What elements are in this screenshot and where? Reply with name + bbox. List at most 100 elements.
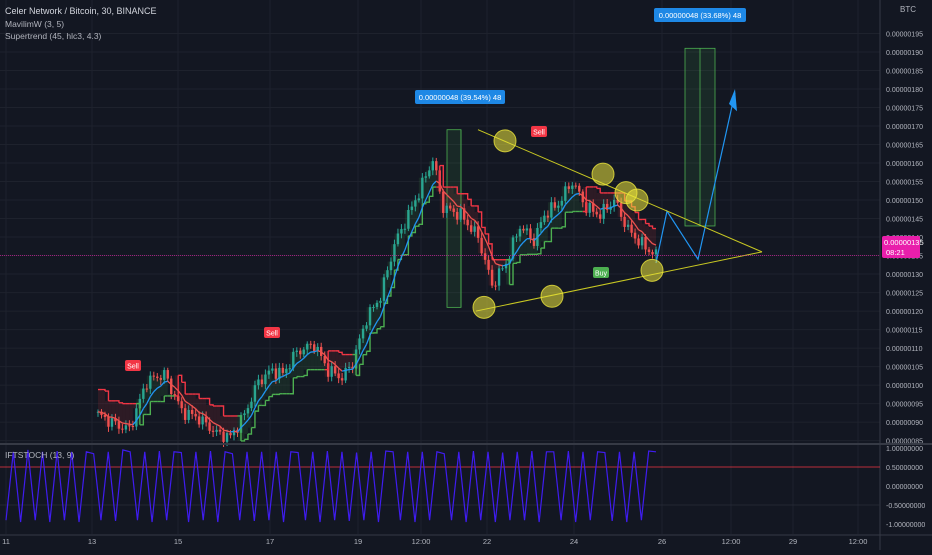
currency-label: BTC xyxy=(900,5,916,14)
supertrend-fill xyxy=(98,390,101,415)
price-tick-label: 0.00000180 xyxy=(886,87,923,94)
supertrend-fill xyxy=(150,377,153,402)
supertrend-fill xyxy=(122,404,125,426)
supertrend-fill xyxy=(157,380,160,402)
supertrend-fill xyxy=(604,193,607,210)
candle-body xyxy=(170,379,172,394)
supertrend-fill xyxy=(108,401,111,418)
candle-body xyxy=(498,268,500,285)
indicator-mavilimw: MavilimW (3, 5) xyxy=(5,19,64,29)
supertrend-fill xyxy=(353,349,356,375)
supertrend-fill xyxy=(503,260,506,264)
supertrend-fill xyxy=(119,404,122,430)
main-pane xyxy=(0,0,880,443)
sell-signal-2[interactable]: Sell xyxy=(264,327,280,338)
price-tick-label: 0.00000195 xyxy=(886,32,923,39)
sell-signal-1[interactable]: Sell xyxy=(125,360,141,371)
supertrend-fill xyxy=(129,404,132,427)
mavilimw-segment xyxy=(272,381,275,382)
candle-body xyxy=(578,186,580,192)
supertrend-fill xyxy=(534,228,537,254)
mavilimw-segment xyxy=(346,369,349,370)
sell-signal-1-text: Sell xyxy=(127,364,139,371)
supertrend-fill xyxy=(283,369,286,394)
supertrend-fill xyxy=(398,229,401,255)
indicator-supertrend: Supertrend (45, hlc3, 4.3) xyxy=(5,31,102,41)
supertrend-fill xyxy=(248,402,251,428)
supertrend-fill xyxy=(611,193,614,200)
supertrend-fill xyxy=(513,236,516,262)
supertrend-fill xyxy=(311,351,314,370)
price-tick-label: 0.00000110 xyxy=(886,346,923,353)
price-tick-label: 0.00000145 xyxy=(886,217,923,224)
price-countdown: 08:21 xyxy=(886,248,905,257)
supertrend-fill xyxy=(621,201,624,227)
price-tick-label: 0.00000130 xyxy=(886,272,923,279)
highlight-ellipse xyxy=(494,130,516,152)
osc-tick-label: -1.00000000 xyxy=(886,522,925,529)
supertrend-fill xyxy=(342,355,345,368)
candle-body xyxy=(655,249,657,254)
candle-body xyxy=(494,286,496,287)
supertrend-fill xyxy=(530,246,533,254)
supertrend-fill xyxy=(328,351,331,366)
supertrend-fill xyxy=(454,194,457,220)
time-tick-label: 12:00 xyxy=(849,537,868,546)
mavilimw-segment xyxy=(98,412,101,413)
supertrend-fill xyxy=(349,355,352,369)
time-tick-label: 19 xyxy=(354,537,362,546)
supertrend-fill xyxy=(143,389,146,415)
time-tick-label: 12:00 xyxy=(722,537,741,546)
sell-signal-2-text: Sell xyxy=(266,331,278,338)
supertrend-fill xyxy=(126,404,129,426)
supertrend-fill xyxy=(297,354,300,376)
time-tick-label: 29 xyxy=(789,537,797,546)
highlight-ellipse xyxy=(592,163,614,185)
price-tick-label: 0.00000170 xyxy=(886,124,923,131)
candle-body xyxy=(153,376,155,377)
supertrend-fill xyxy=(639,219,642,237)
supertrend-fill xyxy=(339,355,342,381)
osc-tick-label: 1.00000000 xyxy=(886,446,923,453)
supertrend-fill xyxy=(429,161,432,187)
supertrend-fill xyxy=(391,244,394,270)
supertrend-fill xyxy=(579,202,582,211)
supertrend-fill xyxy=(133,404,136,409)
supertrend-fill xyxy=(213,406,216,430)
supertrend-fill xyxy=(506,259,509,285)
supertrend-fill xyxy=(210,406,213,432)
supertrend-fill xyxy=(300,350,303,376)
buy-signal-1[interactable]: Buy xyxy=(593,267,609,278)
supertrend-fill xyxy=(541,216,544,242)
highlight-ellipse xyxy=(541,285,563,307)
supertrend-fill xyxy=(231,416,234,430)
time-tick-label: 22 xyxy=(483,537,491,546)
price-tick-label: 0.00000100 xyxy=(886,383,923,390)
price-tick-label: 0.00000185 xyxy=(886,69,923,76)
supertrend-fill xyxy=(653,229,656,250)
supertrend-fill xyxy=(607,193,610,207)
supertrend-fill xyxy=(422,176,425,202)
supertrend-fill xyxy=(234,416,237,433)
supertrend-fill xyxy=(290,352,293,378)
mavilimw-segment xyxy=(231,431,234,432)
sell-signal-3[interactable]: Sell xyxy=(531,126,547,137)
supertrend-fill xyxy=(436,166,439,192)
sell-signal-3-text: Sell xyxy=(533,130,545,137)
supertrend-fill xyxy=(485,244,488,270)
time-tick-label: 15 xyxy=(174,537,182,546)
supertrend-fill xyxy=(265,371,268,397)
price-tick-label: 0.00000090 xyxy=(886,420,923,427)
supertrend-fill xyxy=(544,218,547,242)
supertrend-fill xyxy=(251,385,254,411)
supertrend-fill xyxy=(321,363,324,369)
supertrend-fill xyxy=(572,186,575,212)
supertrend-fill xyxy=(307,344,310,369)
supertrend-fill xyxy=(380,277,383,303)
mavilimw-segment xyxy=(164,381,167,382)
supertrend-segment xyxy=(569,211,572,212)
supertrend-fill xyxy=(258,384,261,405)
supertrend-fill xyxy=(635,219,638,245)
